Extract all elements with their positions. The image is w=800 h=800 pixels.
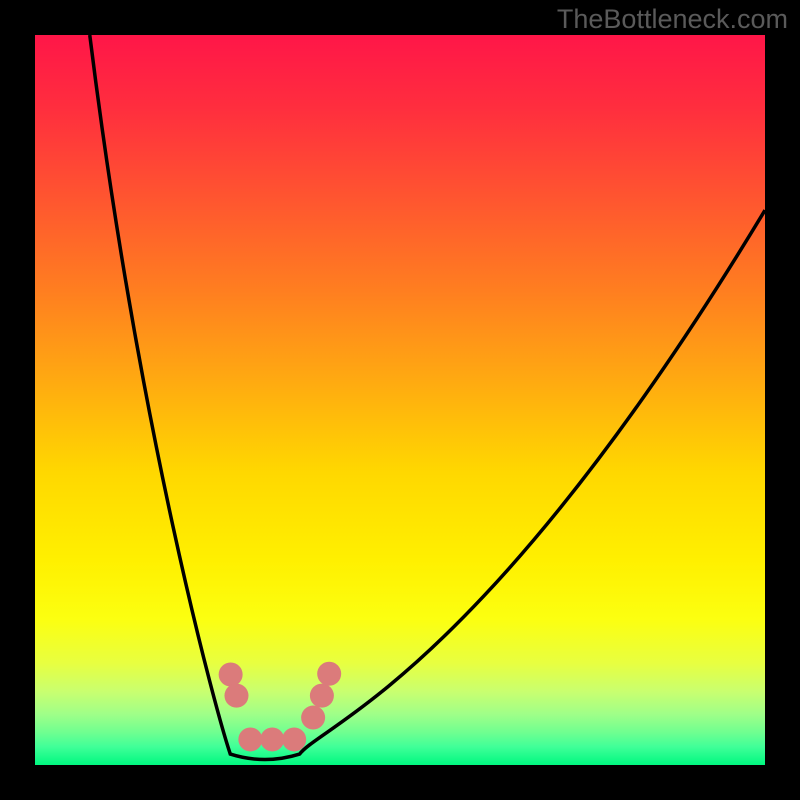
curve-layer [35, 35, 765, 765]
marker-right-2 [317, 662, 341, 686]
chart-canvas: TheBottleneck.com [0, 0, 800, 800]
marker-bottom-1 [260, 727, 284, 751]
marker-left-0 [219, 662, 243, 686]
bottleneck-curve [90, 35, 765, 760]
marker-right-0 [301, 706, 325, 730]
watermark-text: TheBottleneck.com [557, 4, 788, 35]
marker-bottom-0 [238, 727, 262, 751]
marker-right-1 [310, 684, 334, 708]
plot-area [35, 35, 765, 765]
marker-bottom-2 [282, 727, 306, 751]
marker-left-1 [224, 684, 248, 708]
